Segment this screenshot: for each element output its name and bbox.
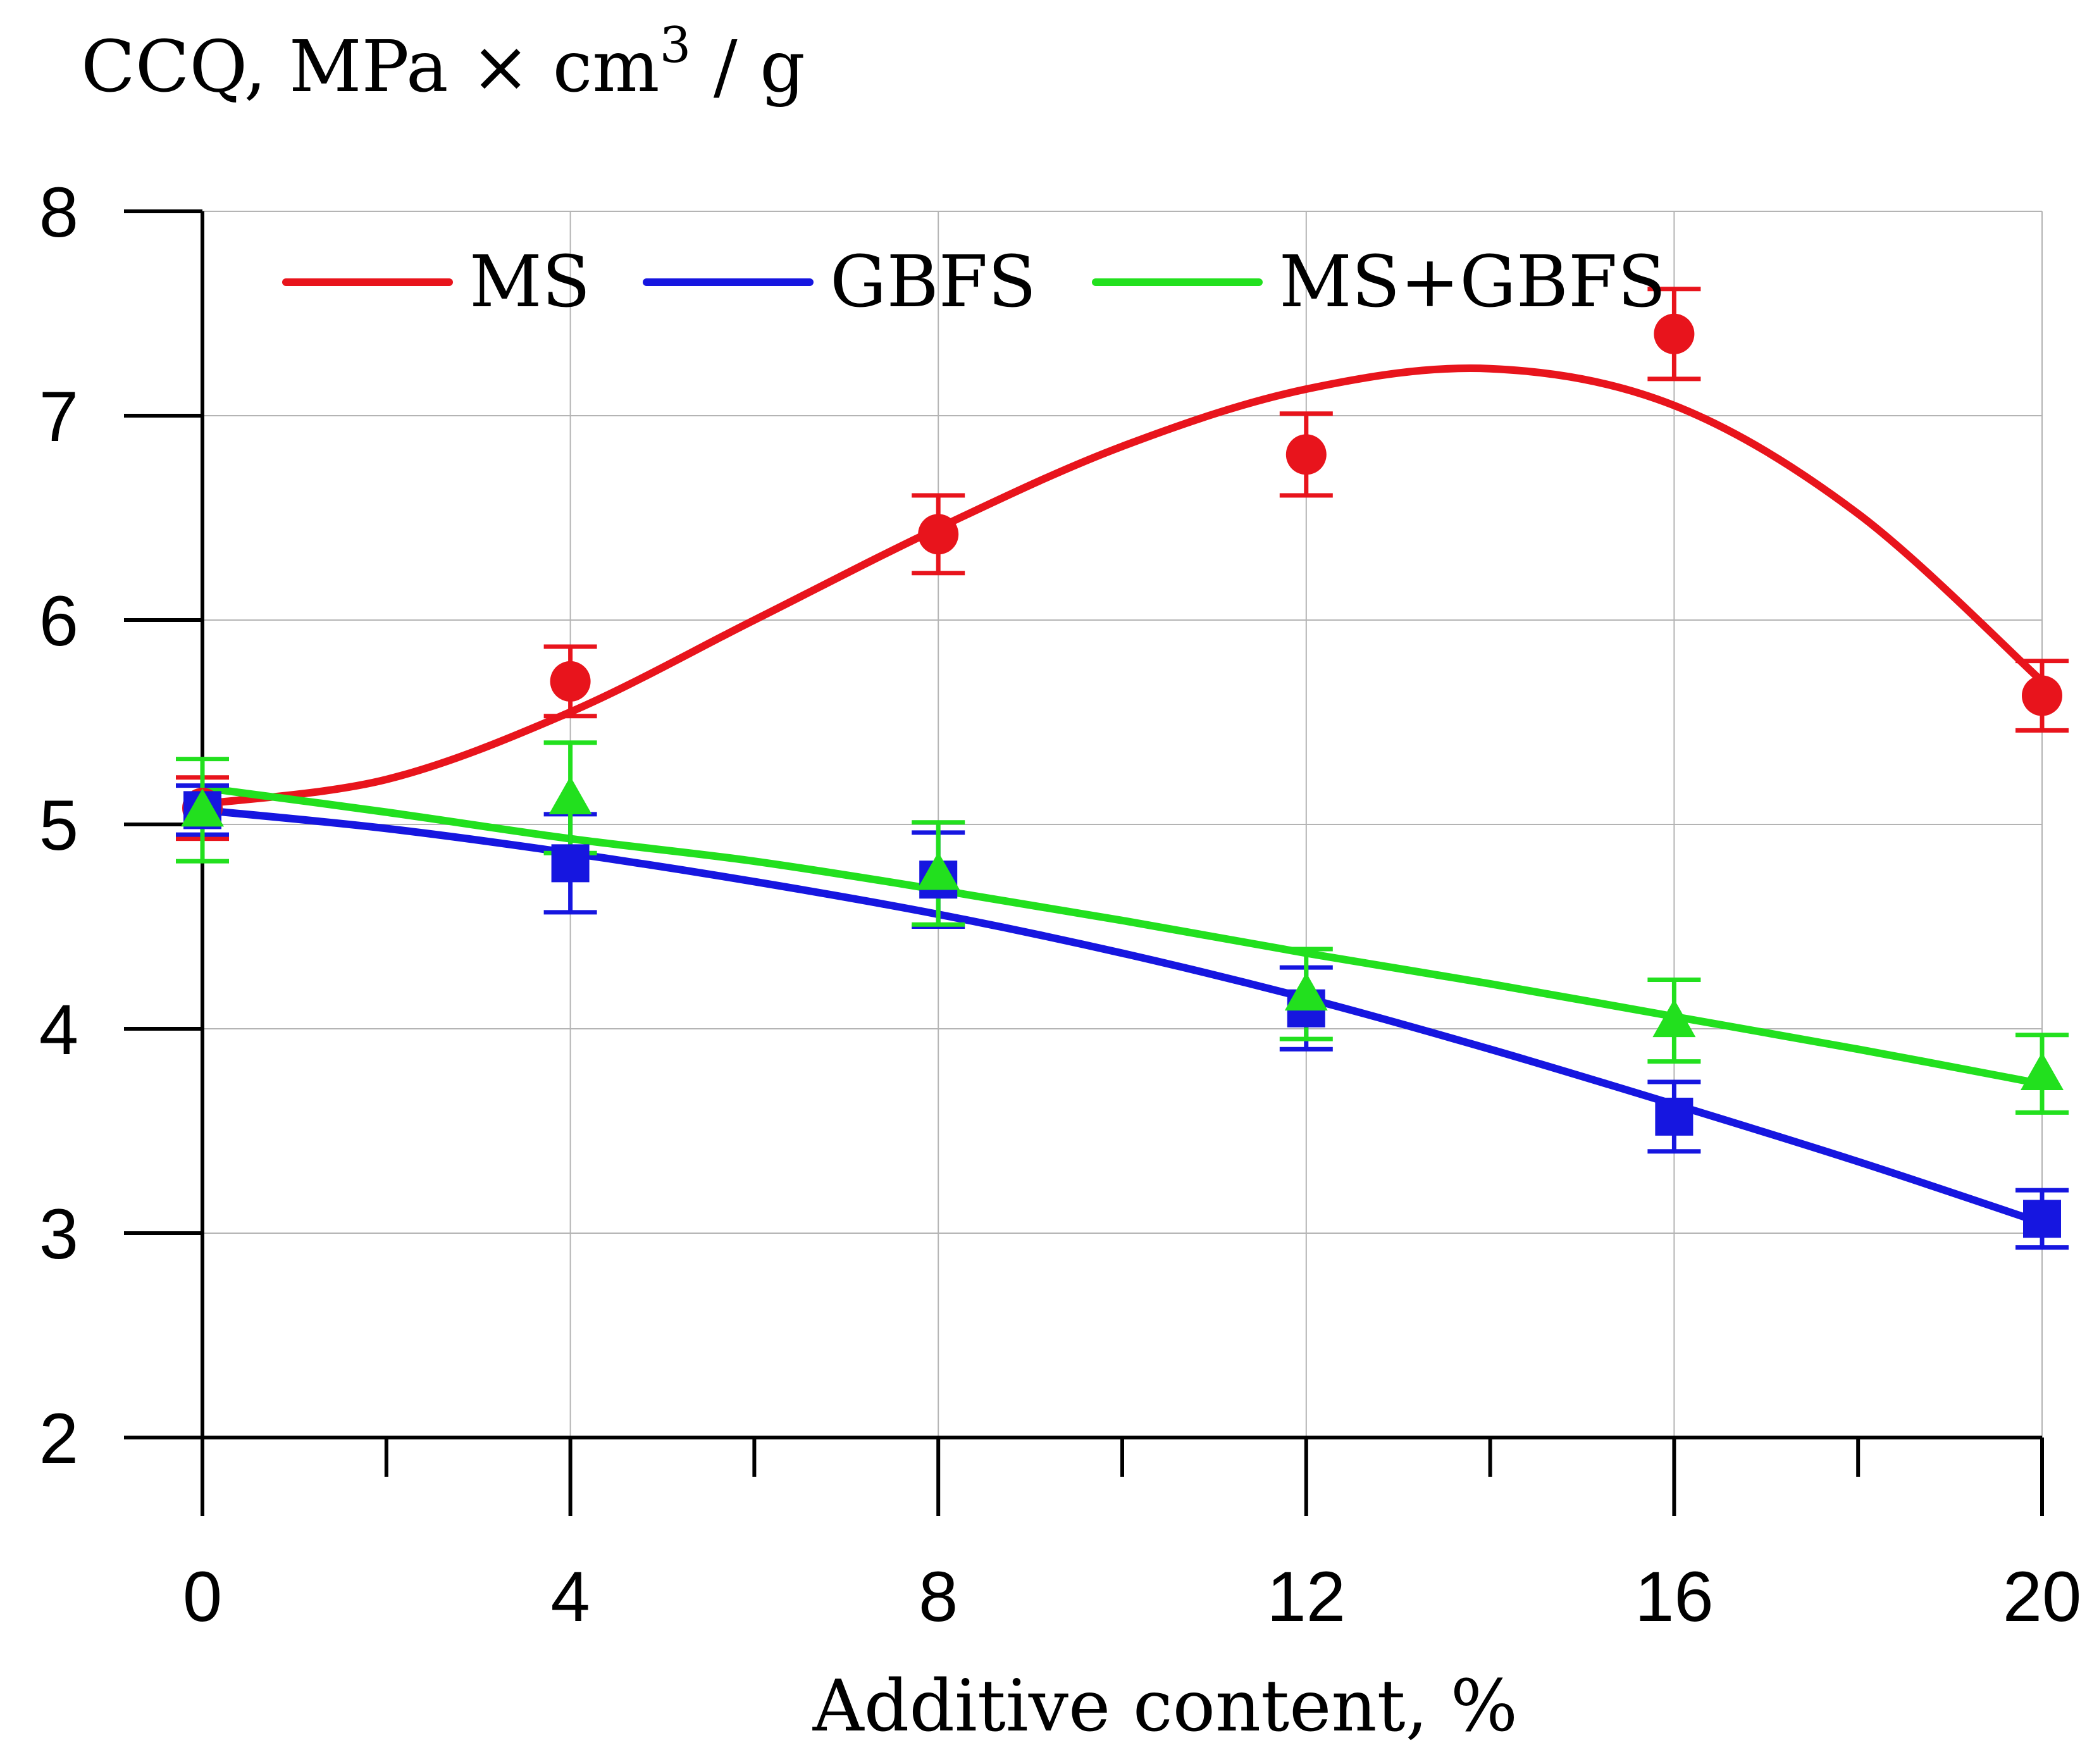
data-point-ms-gbfs-20 — [2021, 1052, 2064, 1091]
x-tick-label-16: 16 — [1635, 1557, 1714, 1636]
data-point-ms-gbfs-8 — [917, 852, 960, 890]
data-markers — [181, 313, 2064, 1238]
fit-curves — [199, 364, 2046, 1227]
y-tick-labels: 2 3 4 5 6 7 8 — [39, 173, 78, 1478]
y-axis-title-exponent: 3 — [660, 17, 691, 74]
x-axis-title: Additive content, % — [812, 1665, 1518, 1748]
data-point-ms-20 — [2022, 675, 2062, 716]
y-tick-label-5: 5 — [39, 786, 78, 865]
data-point-ms-gbfs-12 — [1284, 972, 1328, 1011]
axes — [124, 211, 2042, 1516]
y-tick-label-8: 8 — [39, 173, 78, 252]
y-axis-title-prefix: CCQ, MPa × cm — [81, 26, 660, 108]
x-tick-label-20: 20 — [2003, 1557, 2082, 1636]
data-point-ms-gbfs-16 — [1652, 999, 1696, 1038]
x-tick-labels: 0 4 8 12 16 20 — [183, 1557, 2081, 1636]
data-point-ms-12 — [1285, 434, 1327, 475]
fit-curve-ms — [199, 364, 2046, 808]
data-point-ms-16 — [1654, 313, 1695, 354]
y-axis-title: CCQ, MPa × cm3 / g — [81, 17, 805, 108]
legend-label-gbfs: GBFS — [830, 241, 1036, 323]
legend: MS GBFS MS+GBFS — [282, 241, 1666, 323]
y-tick-label-2: 2 — [39, 1399, 78, 1478]
x-tick-label-0: 0 — [183, 1557, 222, 1636]
data-point-gbfs-20 — [2023, 1200, 2061, 1238]
data-point-ms-gbfs-0 — [181, 788, 224, 827]
axis-ticks — [124, 209, 2044, 1516]
y-tick-label-6: 6 — [39, 581, 78, 661]
y-tick-label-7: 7 — [39, 377, 78, 456]
data-point-ms-4 — [550, 661, 591, 702]
y-tick-label-4: 4 — [39, 990, 78, 1069]
x-tick-label-8: 8 — [919, 1557, 958, 1636]
data-point-gbfs-16 — [1655, 1097, 1693, 1136]
x-tick-label-4: 4 — [550, 1557, 590, 1636]
x-tick-label-12: 12 — [1267, 1557, 1346, 1636]
data-point-ms-8 — [918, 514, 959, 555]
data-point-gbfs-4 — [551, 844, 590, 883]
legend-label-ms-gbfs: MS+GBFS — [1279, 241, 1666, 323]
y-axis-title-suffix: / g — [691, 26, 805, 108]
fit-curve-ms-gbfs — [199, 783, 2046, 1088]
data-point-ms-gbfs-4 — [548, 776, 592, 815]
legend-label-ms: MS — [469, 241, 590, 323]
y-tick-label-3: 3 — [39, 1195, 78, 1274]
fit-curve-gbfs — [199, 806, 2046, 1227]
